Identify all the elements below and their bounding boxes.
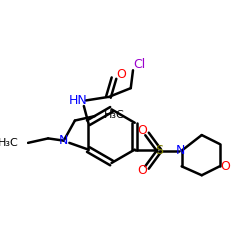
Text: N: N [176, 144, 185, 157]
Text: S: S [155, 144, 163, 157]
Text: H₃C: H₃C [0, 138, 19, 148]
Text: N: N [59, 134, 69, 147]
Text: O: O [138, 164, 147, 177]
Text: O: O [116, 68, 126, 81]
Text: O: O [220, 160, 230, 173]
Text: HN: HN [69, 94, 88, 107]
Text: H₃C: H₃C [104, 110, 125, 120]
Text: O: O [138, 124, 147, 137]
Text: Cl: Cl [134, 58, 146, 71]
